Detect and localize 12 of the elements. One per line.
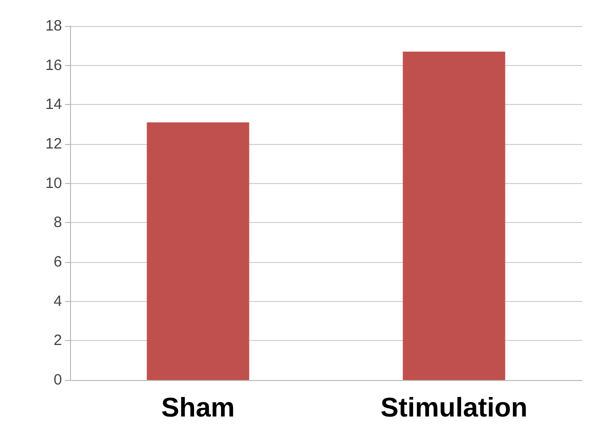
y-tick-label: 0 — [54, 372, 62, 388]
x-tick-label: Sham — [161, 392, 235, 422]
y-tick-label: 10 — [45, 174, 62, 192]
y-tick-label: 6 — [54, 254, 62, 270]
x-tick-label: Stimulation — [380, 392, 528, 422]
y-tick-label: 12 — [45, 136, 62, 152]
y-tick-label: 4 — [54, 292, 62, 310]
y-tick-label: 14 — [45, 96, 62, 114]
y-tick-label: 2 — [54, 332, 62, 350]
y-tick-label: 16 — [45, 56, 62, 74]
y-tick-label: 18 — [45, 18, 62, 34]
y-tick-label: 8 — [54, 214, 62, 232]
